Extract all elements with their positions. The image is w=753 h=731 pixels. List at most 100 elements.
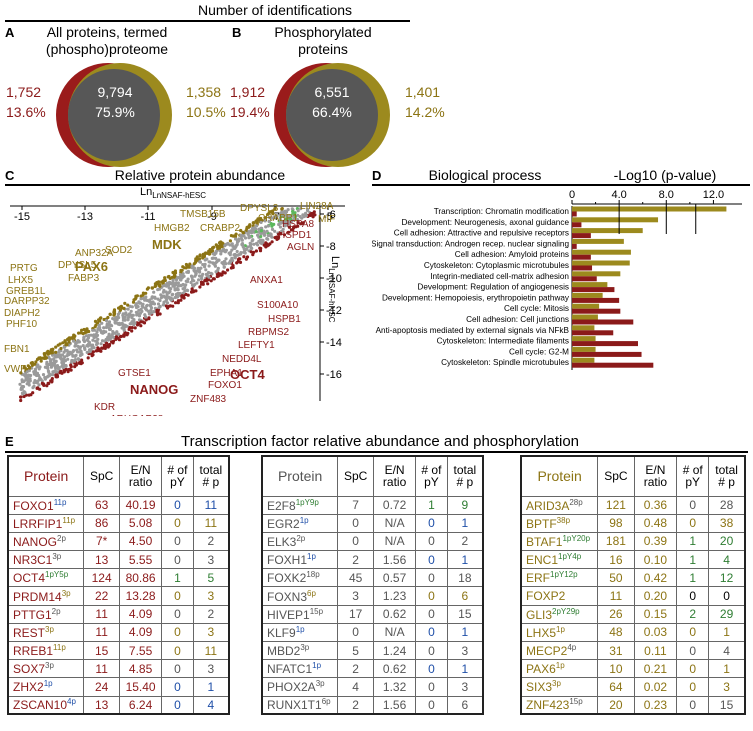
scatter-point bbox=[108, 312, 112, 317]
scatter-point bbox=[95, 342, 99, 347]
table-cell-ratio: 0.23 bbox=[633, 695, 678, 715]
scatter-point bbox=[211, 261, 215, 265]
scatter-point bbox=[223, 244, 227, 248]
bar-x-tick-label: 4.0 bbox=[611, 189, 626, 201]
scatter-point bbox=[161, 280, 165, 284]
scatter-point bbox=[266, 224, 270, 228]
scatter-y-tick-label: -10 bbox=[326, 273, 342, 285]
scatter-point bbox=[245, 255, 250, 259]
header-title: Number of identifications bbox=[197, 2, 353, 18]
scatter-point bbox=[93, 319, 98, 323]
scatter-point bbox=[38, 365, 42, 369]
scatter-point bbox=[62, 358, 66, 362]
bar-gold bbox=[572, 282, 608, 288]
table-cell-spc: 64 bbox=[597, 677, 635, 697]
venn-b-right-values: 1,401 14.2% bbox=[405, 82, 445, 122]
scatter-point bbox=[252, 242, 256, 246]
scatter-point bbox=[179, 298, 183, 302]
table-cell-protein: FOXH11p bbox=[261, 550, 339, 570]
scatter-point bbox=[270, 235, 274, 239]
protein-name: ERF bbox=[526, 571, 550, 586]
bar-category-label: Cytoskeleton: Spindle microtubules bbox=[441, 358, 569, 367]
scatter-point bbox=[281, 227, 285, 231]
scatter-point bbox=[46, 381, 50, 385]
scatter-point bbox=[249, 229, 253, 233]
scatter-point bbox=[195, 258, 199, 262]
table-cell-py: 0 bbox=[415, 640, 448, 661]
table-cell-spc: 63 bbox=[83, 495, 121, 515]
scatter-point bbox=[49, 358, 53, 362]
scatter-point bbox=[66, 370, 70, 374]
table-row: BPTF38p 98 0.48 0 38 bbox=[520, 513, 746, 533]
bar-category-label: Signal transduction: Androgen recep. nuc… bbox=[372, 239, 569, 248]
scatter-point bbox=[155, 311, 160, 315]
scatter-point bbox=[218, 249, 222, 253]
scatter-point bbox=[33, 380, 37, 385]
bar-red bbox=[572, 233, 591, 239]
scatter-point bbox=[108, 337, 112, 341]
scatter-point bbox=[25, 377, 29, 381]
scatter-point bbox=[262, 231, 267, 235]
scatter-point bbox=[122, 306, 126, 310]
table-cell-ratio: 6.24 bbox=[119, 695, 163, 715]
scatter-point bbox=[219, 252, 223, 256]
scatter-gold-label: MIF bbox=[318, 214, 335, 225]
scatter-point bbox=[178, 273, 183, 277]
table-cell-p: 1 bbox=[446, 622, 484, 643]
scatter-point bbox=[265, 237, 269, 241]
panel-d-title: Biological process bbox=[428, 167, 542, 183]
table-header-spc: SpC bbox=[337, 455, 375, 497]
scatter-point bbox=[273, 229, 277, 233]
table-row: FOXO111p 63 40.19 0 11 bbox=[7, 495, 230, 515]
scatter-point bbox=[93, 325, 97, 329]
scatter-point bbox=[211, 277, 215, 281]
scatter-point bbox=[123, 325, 127, 329]
bar-gold bbox=[572, 271, 621, 277]
table-cell-spc: 22 bbox=[83, 586, 121, 606]
table-cell-py: 1 bbox=[676, 550, 710, 570]
table-cell-ratio: 5.08 bbox=[119, 513, 163, 533]
scatter-point bbox=[103, 346, 107, 350]
tf-table-hesc: Protein SpC E/N ratio # of pY total # p FOXO1… bbox=[7, 455, 230, 716]
scatter-point bbox=[198, 285, 202, 289]
scatter-gold-label: DPYSL5 bbox=[58, 260, 97, 271]
scatter-point bbox=[288, 214, 292, 218]
scatter-point bbox=[71, 359, 75, 363]
scatter-point bbox=[173, 271, 178, 275]
protein-name: FOXK2 bbox=[267, 571, 307, 586]
table-cell-py: 0 bbox=[161, 513, 194, 533]
scatter-point bbox=[167, 274, 171, 279]
scatter-point bbox=[221, 249, 225, 253]
scatter-red-label: AGLN bbox=[287, 242, 314, 253]
table-row: SIX33p 64 0.02 0 3 bbox=[520, 677, 746, 697]
scatter-point bbox=[144, 291, 148, 295]
scatter-point bbox=[283, 209, 287, 213]
scatter-point bbox=[192, 289, 196, 293]
scatter-point bbox=[164, 299, 168, 303]
scatter-point bbox=[145, 308, 149, 312]
scatter-point bbox=[39, 359, 43, 363]
bar-gold bbox=[572, 238, 624, 244]
scatter-point bbox=[214, 251, 218, 255]
scatter-point bbox=[33, 367, 38, 371]
scatter-point bbox=[86, 356, 90, 360]
table-cell-spc: 20 bbox=[597, 695, 635, 715]
scatter-point bbox=[303, 214, 307, 218]
scatter-gold-label: PAX6 bbox=[75, 259, 108, 274]
scatter-point bbox=[65, 349, 69, 353]
table-cell-spc: 11 bbox=[597, 586, 635, 606]
scatter-point bbox=[310, 213, 314, 217]
scatter-point bbox=[62, 345, 66, 349]
scatter-point bbox=[130, 305, 134, 309]
scatter-point bbox=[79, 362, 83, 366]
venn-b-right-pct: 14.2% bbox=[405, 104, 445, 120]
scatter-point bbox=[277, 232, 281, 236]
protein-name: OCT4 bbox=[13, 571, 46, 586]
table-header-ratio: E/N ratio bbox=[119, 455, 163, 497]
table-row: ZSCAN104p 13 6.24 0 4 bbox=[7, 695, 230, 715]
phospho-superscript: 1p bbox=[307, 552, 316, 562]
scatter-point bbox=[208, 249, 212, 253]
protein-name: FOXH1 bbox=[267, 553, 308, 568]
table-header-row: Protein SpC E/N ratio # of pY total # p bbox=[261, 455, 484, 497]
protein-name: NANOG bbox=[13, 534, 58, 549]
